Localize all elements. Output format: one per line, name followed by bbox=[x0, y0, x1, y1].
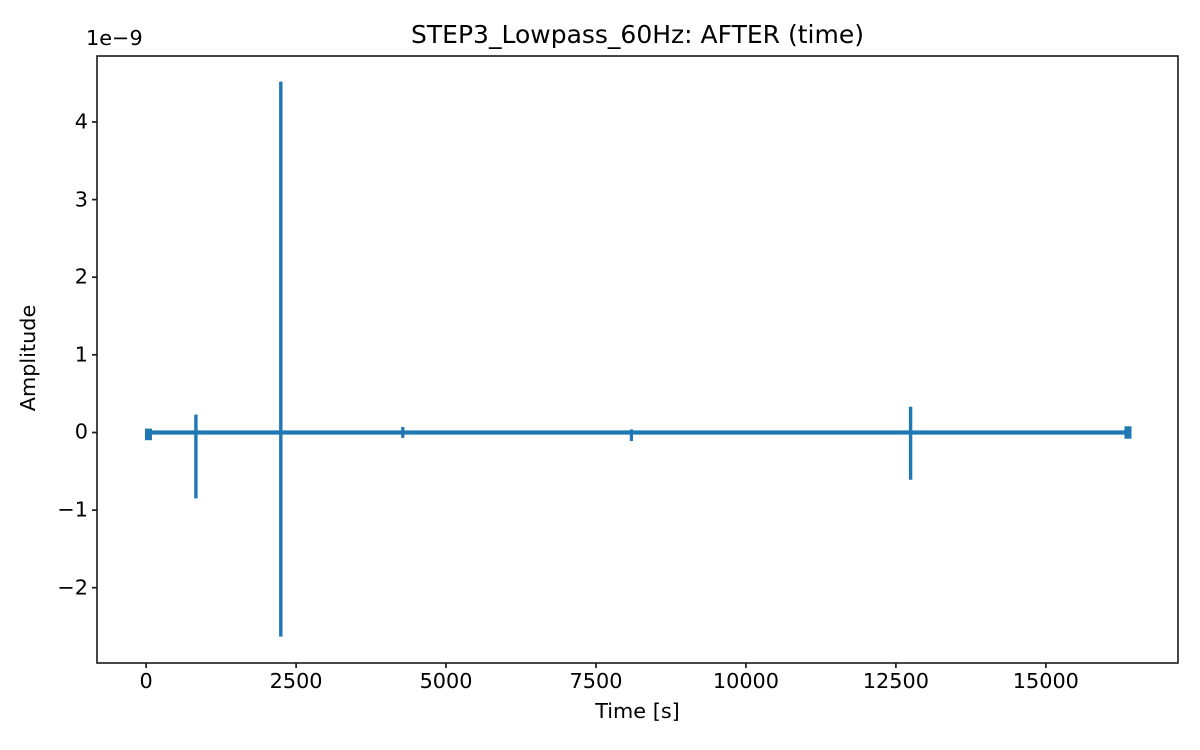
y-axis-offset-text: 1e−9 bbox=[86, 26, 143, 50]
x-axis-label: Time [s] bbox=[595, 699, 680, 723]
chart-title: STEP3_Lowpass_60Hz: AFTER (time) bbox=[411, 20, 864, 49]
x-tick-label: 2500 bbox=[269, 669, 323, 693]
x-tick-label: 5000 bbox=[419, 669, 473, 693]
y-tick-label: 1 bbox=[74, 342, 88, 367]
signal-trace-svg bbox=[92, 55, 1179, 668]
y-tick-label: 3 bbox=[74, 187, 88, 212]
y-tick-label: −1 bbox=[57, 497, 88, 522]
x-tick-label: 15000 bbox=[1012, 669, 1079, 693]
y-tick-label: 4 bbox=[74, 109, 88, 134]
x-tick-label: 7500 bbox=[569, 669, 623, 693]
x-tick-label: 10000 bbox=[712, 669, 780, 693]
x-tick-label: 0 bbox=[139, 669, 153, 693]
y-axis-label: Amplitude bbox=[16, 304, 40, 412]
y-tick-label: 2 bbox=[74, 264, 88, 289]
x-tick-label: 12500 bbox=[862, 669, 929, 693]
plot-area: 0 2500 5000 7500 10000 12500 15000 −2 −1 0 1 2 3 4 bbox=[57, 55, 1179, 693]
y-tick-label: 0 bbox=[74, 419, 88, 444]
y-tick-label: −2 bbox=[57, 575, 88, 600]
